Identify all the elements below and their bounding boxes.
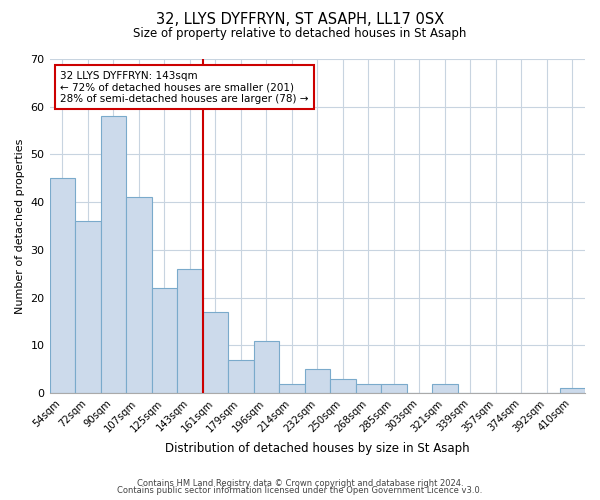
Bar (152, 288, 177, 393)
X-axis label: Distribution of detached houses by size in St Asaph: Distribution of detached houses by size … (165, 442, 470, 455)
Bar (432, 384, 458, 393)
Bar (101, 116, 126, 393)
Bar (177, 269, 203, 393)
Bar (254, 340, 279, 393)
Bar (126, 198, 152, 393)
Bar (279, 384, 305, 393)
Bar (228, 360, 254, 393)
Bar (356, 384, 381, 393)
Bar (305, 370, 330, 393)
Y-axis label: Number of detached properties: Number of detached properties (15, 138, 25, 314)
Text: Contains HM Land Registry data © Crown copyright and database right 2024.: Contains HM Land Registry data © Crown c… (137, 478, 463, 488)
Bar (75, 222, 101, 393)
Bar (50, 178, 75, 393)
Bar (330, 379, 356, 393)
Text: 32, LLYS DYFFRYN, ST ASAPH, LL17 0SX: 32, LLYS DYFFRYN, ST ASAPH, LL17 0SX (156, 12, 444, 28)
Text: 32 LLYS DYFFRYN: 143sqm
← 72% of detached houses are smaller (201)
28% of semi-d: 32 LLYS DYFFRYN: 143sqm ← 72% of detache… (60, 70, 309, 104)
Bar (560, 388, 585, 393)
Bar (381, 384, 407, 393)
Text: Size of property relative to detached houses in St Asaph: Size of property relative to detached ho… (133, 28, 467, 40)
Bar (203, 312, 228, 393)
Text: Contains public sector information licensed under the Open Government Licence v3: Contains public sector information licen… (118, 486, 482, 495)
